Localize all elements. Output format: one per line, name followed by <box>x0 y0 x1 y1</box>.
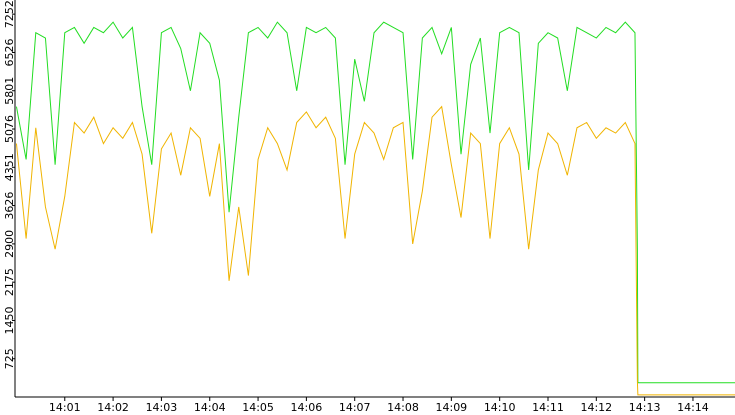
x-tick-label: 14:07 <box>339 401 371 414</box>
x-tick-label: 14:09 <box>435 401 467 414</box>
y-tick-label: 2900 <box>3 230 16 258</box>
x-tick-label: 14:04 <box>194 401 226 414</box>
y-tick-label: 6526 <box>3 38 16 66</box>
x-tick-label: 14:13 <box>629 401 661 414</box>
x-tick-label: 14:14 <box>677 401 709 414</box>
y-tick-label: 4351 <box>3 153 16 181</box>
y-tick-label: 2175 <box>3 268 16 296</box>
x-tick-label: 14:02 <box>97 401 129 414</box>
x-tick-label: 14:08 <box>387 401 419 414</box>
x-tick-label: 14:01 <box>49 401 81 414</box>
x-tick-label: 14:10 <box>484 401 516 414</box>
y-tick-label: 5801 <box>3 77 16 105</box>
y-tick-label: 3626 <box>3 192 16 220</box>
y-tick-label: 1450 <box>3 306 16 334</box>
x-tick-label: 14:12 <box>580 401 612 414</box>
y-tick-label: 5076 <box>3 115 16 143</box>
y-tick-label: 725 <box>3 348 16 369</box>
x-tick-label: 14:06 <box>291 401 323 414</box>
line <box>15 105 735 396</box>
x-tick-label: 14:05 <box>242 401 274 414</box>
x-tick-label: 14:11 <box>532 401 564 414</box>
x-tick-label: 14:03 <box>146 401 178 414</box>
y-tick-label: 7252 <box>3 0 16 28</box>
line <box>15 21 735 384</box>
